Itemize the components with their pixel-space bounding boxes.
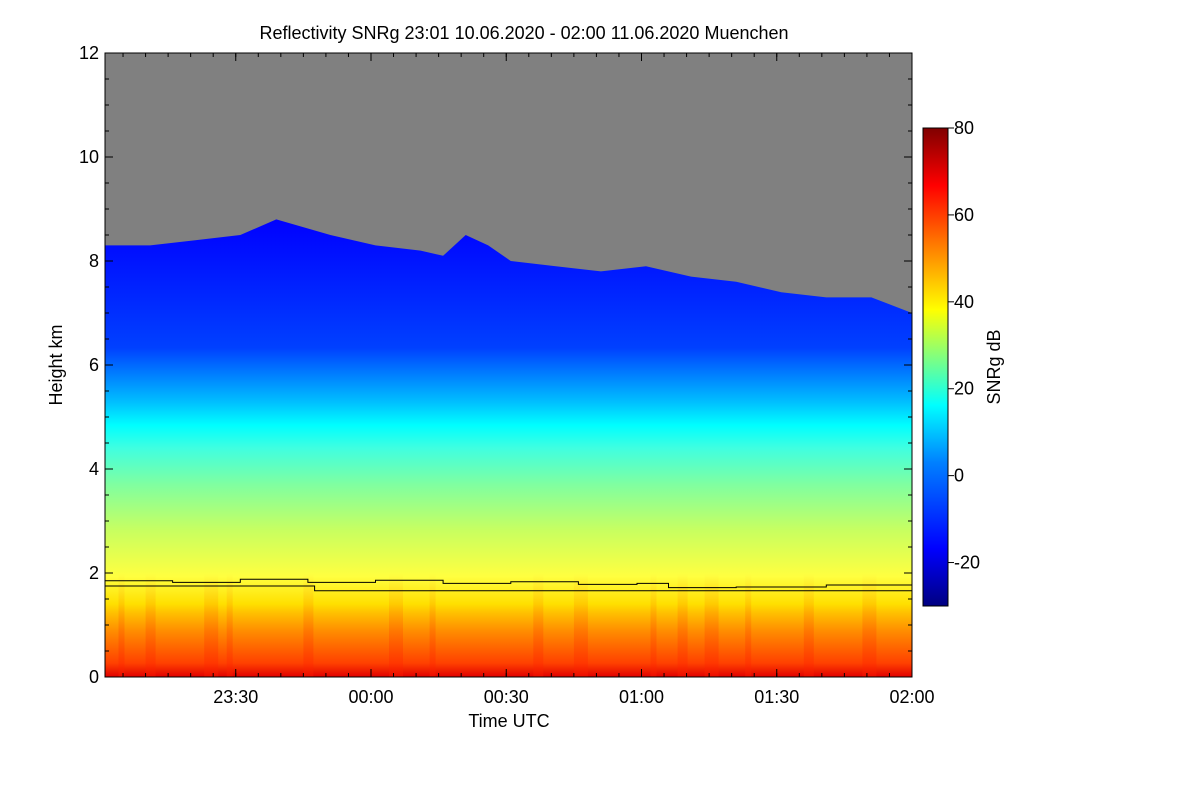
precip-streak: [650, 573, 657, 677]
y-tick-label: 6: [89, 355, 99, 375]
colorbar-tick-label: 0: [954, 466, 964, 486]
precip-streak: [389, 573, 403, 677]
colorbar-tick-label: 60: [954, 205, 974, 225]
x-tick-label: 01:00: [619, 687, 664, 707]
x-tick-label: 01:30: [754, 687, 799, 707]
y-tick-label: 2: [89, 563, 99, 583]
precip-streak: [677, 573, 688, 677]
x-tick-label: 00:00: [348, 687, 393, 707]
precip-streak: [533, 573, 544, 677]
colorbar-tick-label: 80: [954, 118, 974, 138]
colorbar-tick-label: 40: [954, 292, 974, 312]
y-axis-label: Height km: [46, 324, 66, 405]
precip-streak: [862, 573, 877, 677]
y-tick-label: 0: [89, 667, 99, 687]
precip-streak: [226, 573, 233, 677]
precip-streak: [204, 573, 219, 677]
precip-streak: [704, 573, 719, 677]
plot-area: [105, 53, 912, 677]
reflectivity-field: [105, 219, 912, 677]
boundary-layer-line-upper: [105, 578, 912, 589]
y-tick-label: 12: [79, 43, 99, 63]
x-tick-label: 00:30: [484, 687, 529, 707]
x-axis-label: Time UTC: [468, 711, 549, 731]
y-tick-label: 10: [79, 147, 99, 167]
chart-title: Reflectivity SNRg 23:01 10.06.2020 - 02:…: [259, 23, 788, 43]
precip-streak: [573, 573, 588, 677]
precip-streak: [803, 573, 814, 677]
y-tick-label: 4: [89, 459, 99, 479]
y-tick-label: 8: [89, 251, 99, 271]
precip-streak: [429, 573, 436, 677]
x-tick-label: 23:30: [213, 687, 258, 707]
precip-streak: [145, 573, 156, 677]
colorbar-tick-label: -20: [954, 553, 980, 573]
precip-streak: [745, 573, 752, 677]
x-axis: 23:30 00:00 00:30 01:00 01:30 02:00: [122, 53, 935, 707]
colorbar: [922, 127, 949, 607]
colorbar-label: SNRg dB: [984, 329, 1004, 404]
precip-streak: [303, 573, 314, 677]
x-tick-label: 02:00: [889, 687, 934, 707]
y-axis: 0 2 4 6 8 10 12: [79, 43, 912, 687]
colorbar-tick-label: 20: [954, 379, 974, 399]
precip-streak: [118, 573, 125, 677]
colorbar-ticks: -20 0 20 40 60 80: [948, 118, 980, 573]
boundary-layer-line-lower: [105, 585, 912, 592]
